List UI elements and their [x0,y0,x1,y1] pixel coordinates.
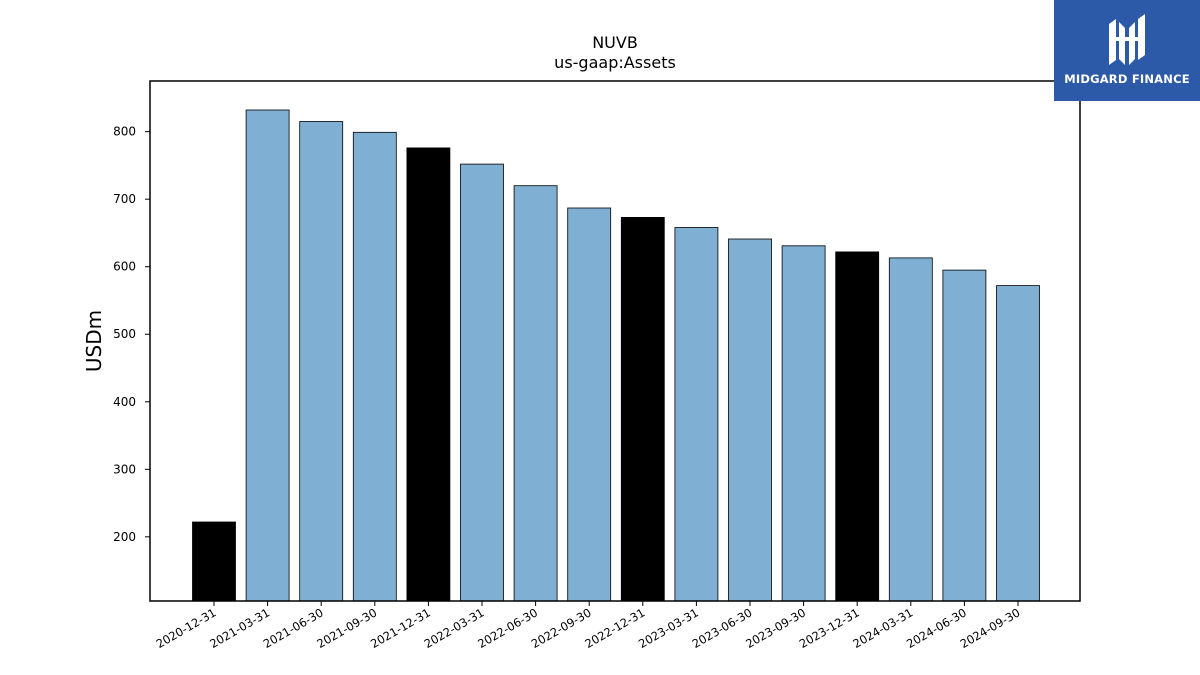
bar-2023-12-31 [835,251,880,602]
y-tick-label: 800 [113,125,136,139]
bar-2021-03-31 [245,109,290,602]
brand-logo: MIDGARD FINANCE [1054,0,1200,101]
midgard-mh-monogram-icon [1109,14,1145,65]
y-tick-label: 700 [113,192,136,206]
x-tick-label: 2024-06-30 [904,605,969,651]
bar-2024-03-31 [888,257,933,602]
bars-group [192,109,1040,602]
x-tick-label: 2023-09-30 [743,605,808,651]
bar-2022-09-30 [567,207,612,602]
chart-subtitle: us-gaap:Assets [554,53,676,72]
x-tick-label: 2021-03-31 [207,605,272,651]
x-tick-label: 2023-12-31 [797,605,862,651]
bar-2023-09-30 [781,245,826,602]
chart-title: NUVB [592,33,638,52]
x-tick-label: 2024-03-31 [850,605,915,651]
bar-2024-06-30 [942,269,987,602]
x-tick-label: 2021-12-31 [368,605,433,651]
bar-2021-09-30 [352,131,397,602]
plot-frame [149,80,1081,602]
y-axis-label: USDm [82,310,106,372]
brand-name: MIDGARD FINANCE [1064,72,1190,86]
x-tick-label: 2021-06-30 [261,605,326,651]
x-tick-label: 2023-03-31 [636,605,701,651]
bar-2020-12-31 [192,521,236,602]
x-tick-label: 2023-06-30 [690,605,755,651]
y-tick-label: 200 [113,530,136,544]
bar-2022-06-30 [513,185,558,602]
bar-2022-12-31 [620,216,665,602]
x-tick-label: 2022-06-30 [475,605,540,651]
y-tick-label: 400 [113,395,136,409]
bar-2023-03-31 [674,227,719,602]
y-tick-label: 600 [113,260,136,274]
y-tick-label: 300 [113,462,136,476]
x-tick-label: 2020-12-31 [154,605,219,651]
bar-2021-06-30 [299,121,344,602]
bar-2024-09-30 [996,285,1040,602]
x-tick-label: 2024-09-30 [958,605,1023,651]
bar-2023-06-30 [728,238,772,602]
bar-2022-03-31 [460,163,504,602]
y-tick-label: 500 [113,327,136,341]
bar-2021-12-31 [406,147,451,602]
y-axis-ticks: 200 300 400 500 600 700 800 [113,125,150,544]
x-tick-label: 2021-09-30 [314,605,379,651]
x-tick-label: 2022-03-31 [422,605,487,651]
x-tick-label: 2022-09-30 [529,605,594,651]
x-tick-label: 2022-12-31 [582,605,647,651]
x-axis-ticks: 2020-12-312021-03-312021-06-302021-09-30… [154,601,1023,651]
